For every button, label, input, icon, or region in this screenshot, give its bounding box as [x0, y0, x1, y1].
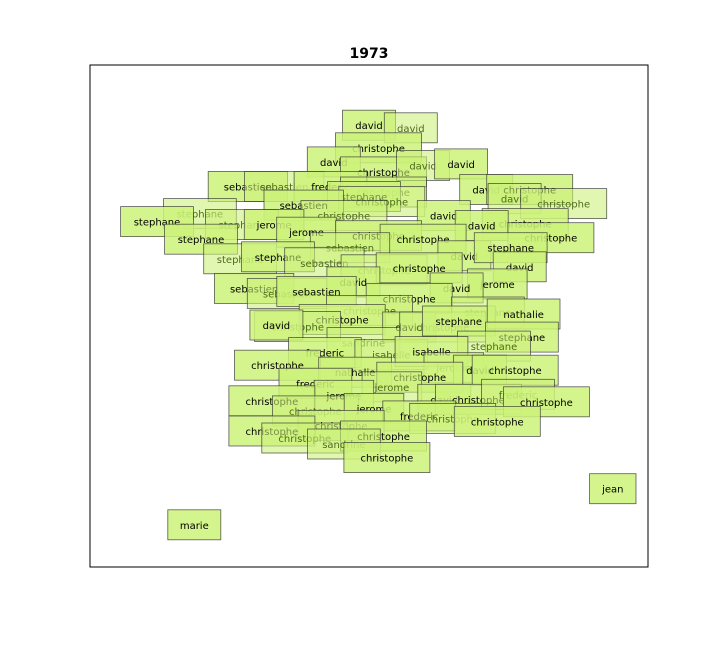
point-label: stephane — [217, 255, 264, 266]
point-label: sebastien — [260, 183, 308, 194]
point-label: christophe — [316, 316, 369, 327]
point-label: david — [468, 222, 496, 233]
point-label: stephane — [177, 210, 224, 221]
point-label: david — [443, 284, 471, 295]
point-label: christophe — [360, 454, 413, 465]
point-label: stephane — [219, 221, 266, 232]
data-point-david: david — [434, 148, 489, 180]
point-label: david — [501, 195, 529, 206]
point-label: christophe — [317, 212, 370, 223]
point-label: christophe — [520, 398, 573, 409]
point-label: jean — [601, 485, 623, 496]
point-label: david — [451, 252, 479, 263]
data-point-christophe: christophe — [453, 405, 541, 437]
point-box — [589, 473, 637, 505]
data-point-christophe: christophe — [343, 442, 431, 474]
point-label: christophe — [397, 235, 450, 246]
point-label: christophe — [357, 168, 410, 179]
point-label: jerome — [356, 404, 392, 415]
data-point-jean: jean — [589, 473, 637, 505]
point-label: christophe — [537, 200, 590, 211]
point-label: christophe — [489, 366, 542, 377]
point-label: stephane — [255, 253, 302, 264]
point-label: stephane — [436, 317, 483, 328]
point-label: david — [472, 186, 500, 197]
point-box — [167, 509, 222, 541]
point-box — [434, 148, 489, 180]
point-box — [249, 309, 304, 341]
point-label: stephane — [487, 244, 534, 255]
point-label: christophe — [352, 144, 405, 155]
point-label: christophe — [452, 395, 505, 406]
point-label: christophe — [393, 264, 446, 275]
data-point-stephane: stephane — [473, 232, 548, 264]
point-label: david — [409, 161, 437, 172]
point-label: marie — [180, 521, 209, 532]
point-label: stephane — [134, 218, 181, 229]
point-label: christophe — [245, 397, 298, 408]
point-label: christophe — [251, 361, 304, 372]
point-label: christophe — [278, 434, 331, 445]
point-label: nathalie — [503, 310, 544, 321]
point-label: david — [320, 158, 348, 169]
point-label: sebastien — [300, 259, 348, 270]
point-label: stephane — [178, 235, 225, 246]
point-label: isabelle — [372, 351, 410, 362]
point-label: jerome — [479, 280, 515, 291]
point-label: david — [397, 124, 425, 135]
point-label: stephane — [471, 342, 518, 353]
point-label: jerome — [256, 221, 292, 232]
point-label: christophe — [471, 417, 524, 428]
data-point-david: david — [249, 309, 304, 341]
point-box — [343, 442, 431, 474]
point-box — [453, 405, 541, 437]
point-label: david — [447, 160, 475, 171]
point-label: christophe — [357, 432, 410, 443]
point-label: christophe — [426, 414, 479, 425]
point-label: nathalie — [335, 368, 376, 379]
data-point-marie: marie — [167, 509, 222, 541]
point-label: frederic — [306, 349, 344, 360]
point-label: jerome — [288, 228, 324, 239]
point-label: jerome — [373, 383, 409, 394]
data-point-christophe: christophe — [502, 386, 590, 418]
chart-title: 1973 — [349, 46, 389, 62]
point-label: christophe — [524, 234, 577, 245]
point-label: david — [506, 263, 534, 274]
point-label: sebastien — [292, 287, 340, 298]
point-label: david — [355, 121, 383, 132]
point-label: david — [430, 212, 458, 223]
point-label: david — [263, 321, 291, 332]
